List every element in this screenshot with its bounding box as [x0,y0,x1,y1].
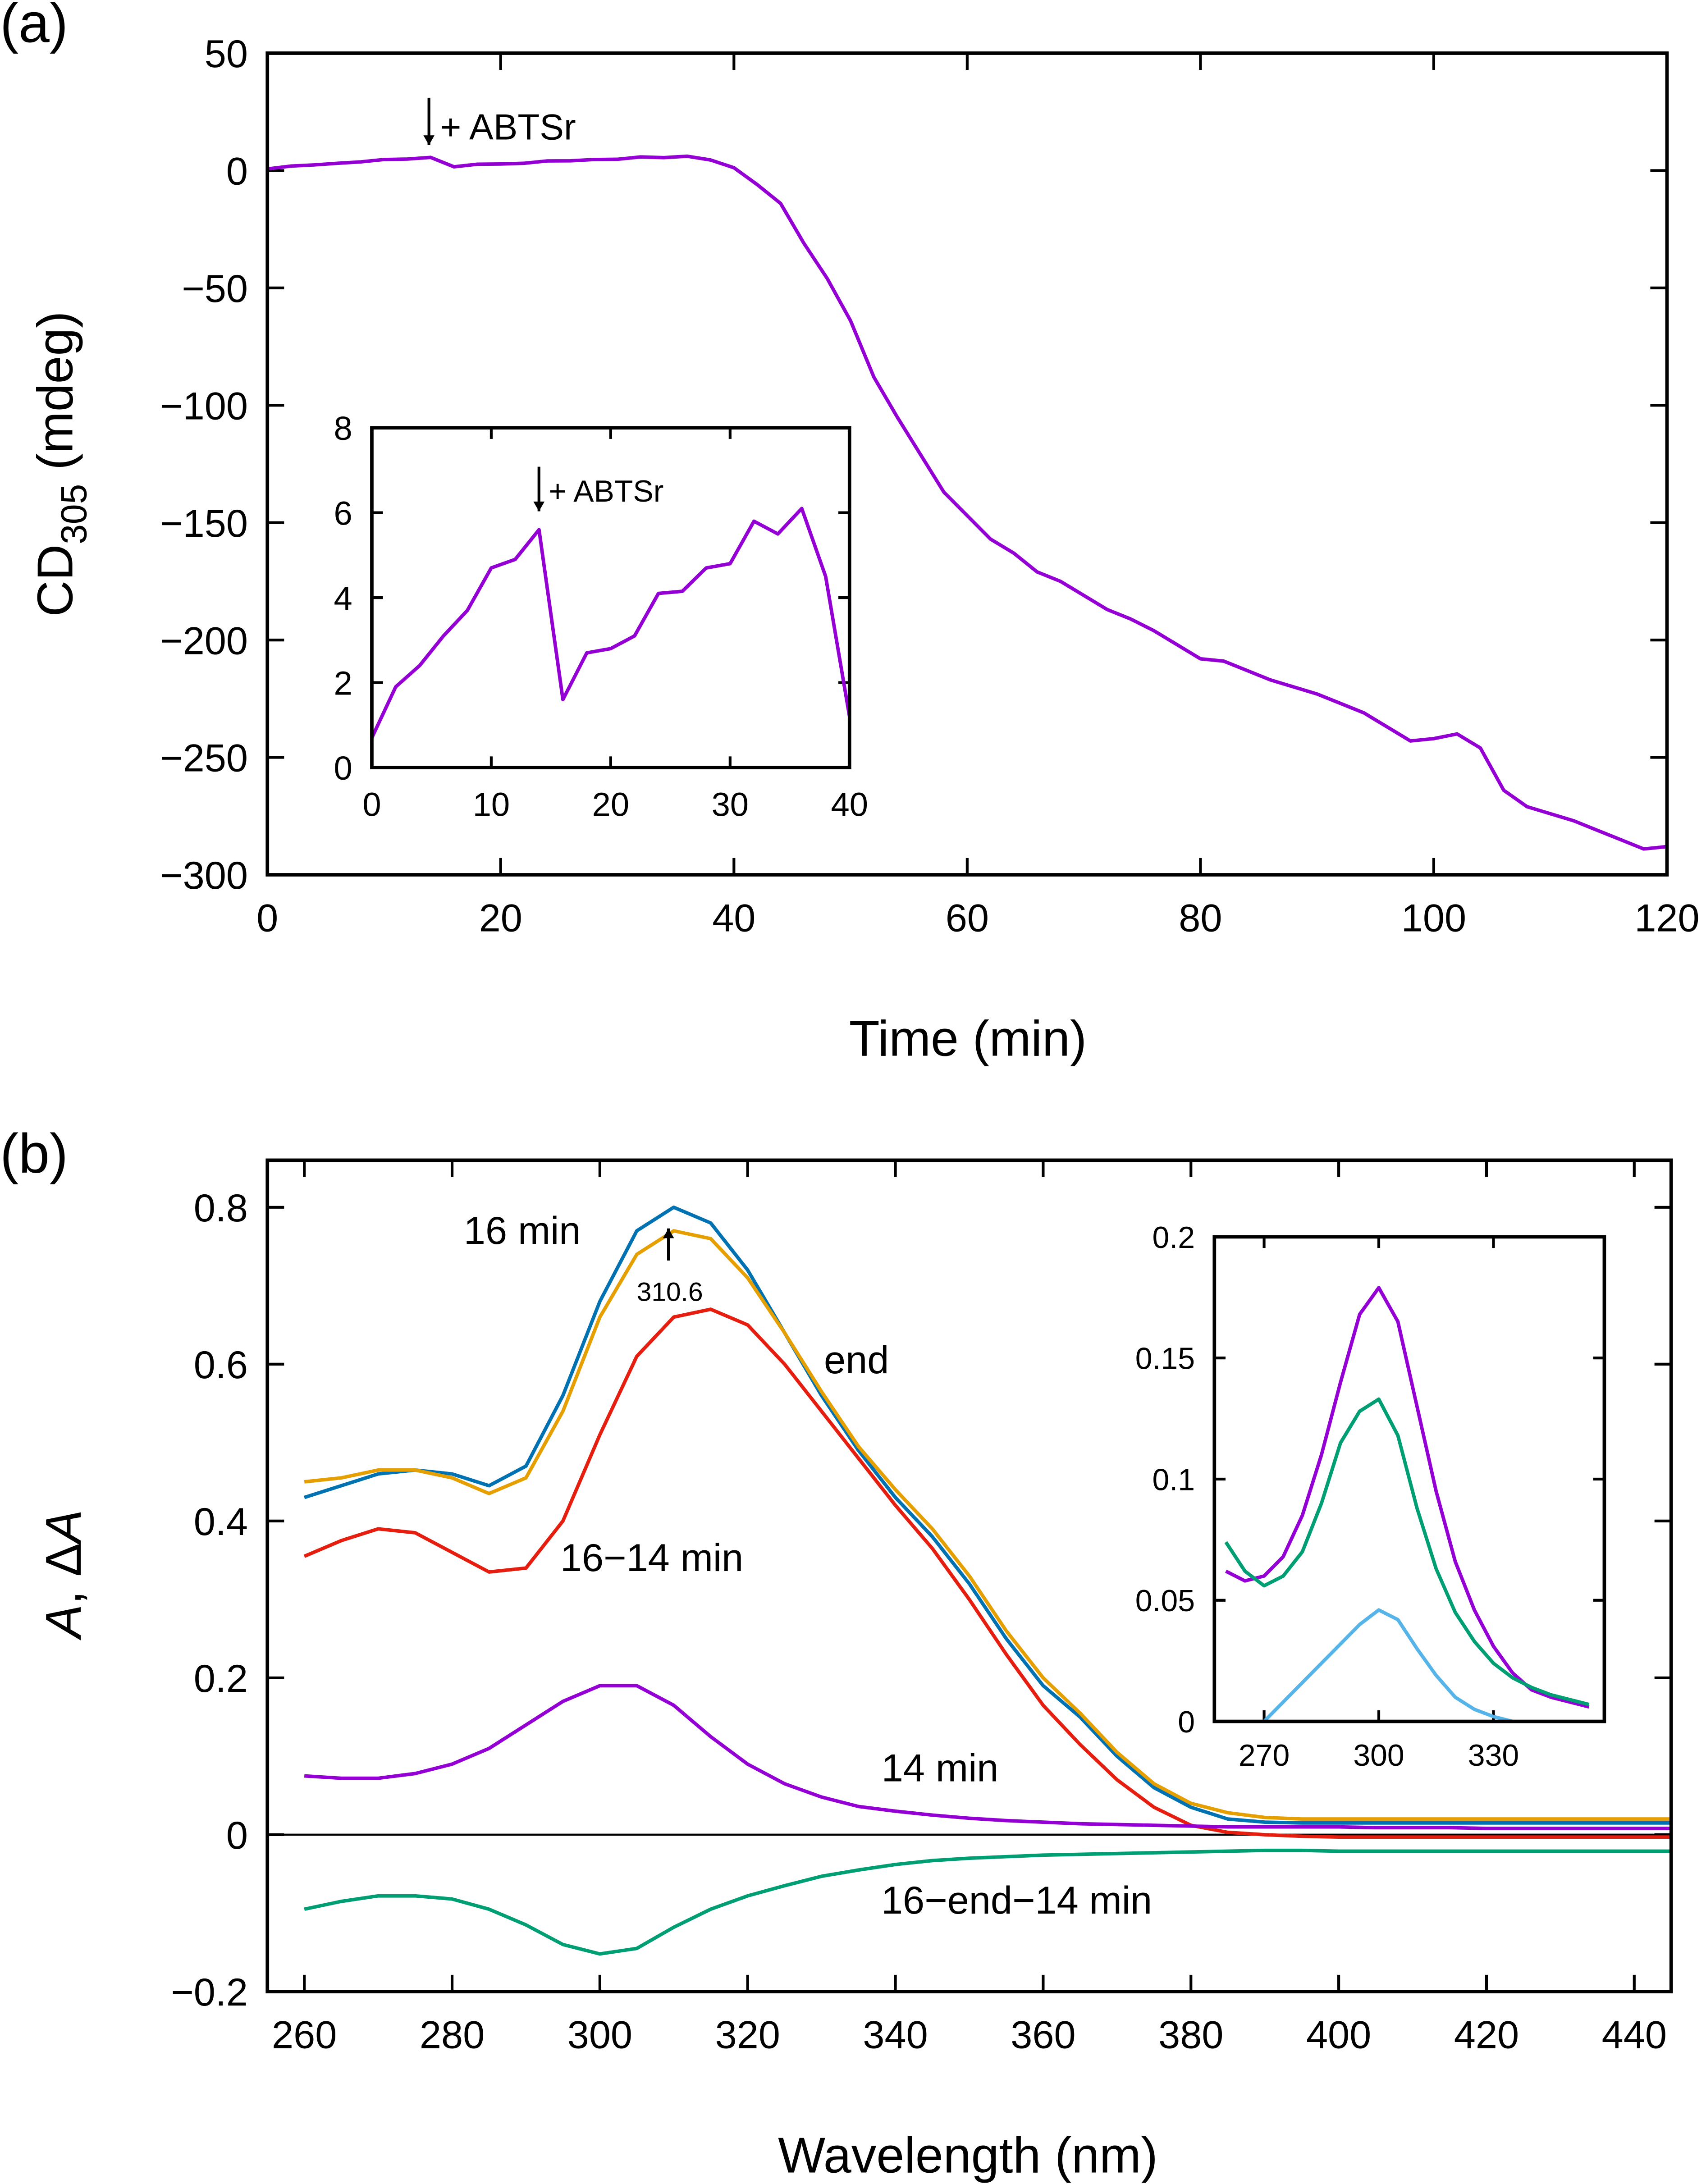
y-tick-label: 0 [1178,1705,1195,1739]
x-tick-label: 40 [831,786,868,823]
x-tick-label: 0 [362,786,381,823]
annotation: 310.6 [637,1277,703,1307]
x-tick-label: 60 [946,896,989,940]
x-tick-label: 280 [420,2013,485,2056]
x-tick-label: 270 [1239,1738,1290,1773]
x-tick-label: 300 [1353,1738,1404,1773]
y-tick-label: 4 [334,580,352,617]
annotation: + ABTSr [440,107,576,148]
plot-frame [265,51,1669,877]
plot-area [371,428,850,768]
x-tick-label: 300 [567,2013,632,2056]
series-line [1262,1608,1513,1723]
y-tick-label: 0.2 [194,1657,248,1700]
series-line [267,154,1667,851]
series-line [304,1848,1671,1956]
y-tick-label: 50 [205,32,248,76]
x-tick-label: 40 [712,896,755,940]
annotation: + ABTSr [549,474,663,508]
series-label: 16−end−14 min [881,1879,1152,1922]
y-tick-label: −0.2 [171,1971,248,2014]
y-label-subscript: 305 [54,484,95,544]
y-axis-label: A, ΔA [35,1510,91,1640]
y-tick-label: 6 [334,494,352,532]
plot-frame [265,1158,1673,1993]
y-tick-label: −50 [182,267,248,311]
series-label: end [824,1339,889,1382]
panel-label: (a) [0,0,68,54]
plot-frame [1212,1235,1606,1723]
annotation-arrowhead [533,501,545,512]
y-tick-label: −100 [160,384,248,428]
y-tick-label: 0.05 [1135,1584,1195,1618]
y-tick-label: −250 [160,737,248,780]
x-axis-label: Wavelength (nm) [778,2127,1158,2184]
y-tick-label: 8 [334,410,352,447]
y-tick-label: 2 [334,664,352,702]
x-tick-label: 20 [479,896,522,940]
x-tick-label: 360 [1011,2013,1075,2056]
series-line [304,1229,1671,1821]
x-tick-label: 10 [473,786,510,823]
series-line [304,1205,1671,1825]
series-label: 16−14 min [560,1536,743,1580]
y-tick-label: 0.8 [194,1187,248,1230]
y-tick-label: 0.6 [194,1343,248,1387]
panel-label: (b) [0,1123,68,1185]
x-tick-label: 120 [1634,896,1699,940]
x-tick-label: 0 [256,896,278,940]
y-label-part: CD [27,544,83,617]
y-label-part: (mdeg) [27,311,83,484]
x-tick-label: 260 [272,2013,337,2056]
series-label: 14 min [882,1746,999,1790]
y-tick-label: 0 [226,150,248,193]
y-label-part: , Δ [35,1543,91,1604]
y-tick-label: 0 [334,749,352,787]
y-tick-label: 0.1 [1153,1462,1195,1497]
y-label-part: A [35,1604,91,1640]
series-line [1224,1397,1590,1706]
x-axis-label: Time (min) [849,1010,1087,1067]
x-tick-label: 320 [715,2013,780,2056]
y-axis-label: CD305 (mdeg) [27,311,95,617]
series-label: 16 min [464,1209,581,1252]
y-tick-label: 0 [226,1814,248,1857]
x-tick-label: 340 [863,2013,928,2056]
x-tick-label: 400 [1306,2013,1371,2056]
x-tick-label: 80 [1179,896,1222,940]
annotation-arrowhead [663,1228,674,1238]
x-tick-label: 420 [1454,2013,1519,2056]
y-tick-label: 0.2 [1153,1220,1195,1255]
x-tick-label: 330 [1468,1738,1519,1773]
y-tick-label: −150 [160,502,248,545]
x-tick-label: 440 [1602,2013,1667,2056]
series-line [303,1307,1671,1839]
x-tick-label: 100 [1401,896,1466,940]
y-tick-label: −300 [160,854,248,897]
series-line [370,507,851,739]
series-line [304,1684,1671,1830]
y-tick-label: −200 [160,619,248,663]
plot-frame [370,426,851,769]
y-label-part: A [35,1510,91,1546]
y-tick-label: 0.4 [194,1500,248,1544]
x-tick-label: 30 [712,786,749,823]
y-tick-label: 0.15 [1135,1342,1195,1376]
x-tick-label: 380 [1158,2013,1223,2056]
x-tick-label: 20 [592,786,629,823]
annotation-arrowhead [423,135,435,145]
